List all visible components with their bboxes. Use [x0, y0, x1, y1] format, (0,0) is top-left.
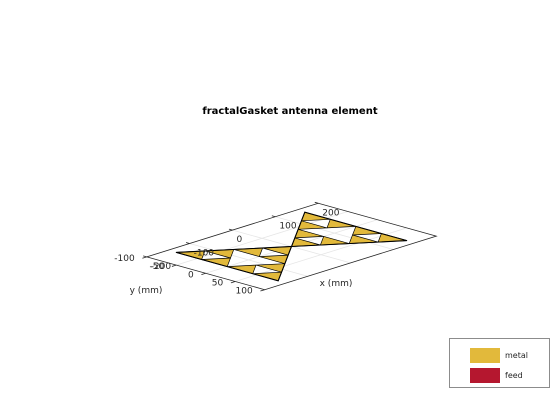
y-axis-label: y (mm) [130, 286, 163, 296]
x-ticks: -200 -100 0 100 200 [143, 201, 340, 272]
metal-triangle [255, 263, 286, 273]
legend: metal feed [449, 338, 550, 388]
x-tick-mark [271, 215, 276, 218]
y-tick-mark [142, 256, 147, 259]
gasket-patches [175, 211, 408, 282]
metal-triangle [226, 264, 257, 275]
axes-outline [145, 202, 438, 291]
metal-triangle [258, 254, 289, 265]
x-tick-mark [228, 228, 233, 231]
y-tick-mark [260, 289, 265, 292]
legend-swatch-feed [470, 367, 500, 383]
legend-swatch-metal [470, 347, 500, 363]
y-tick-mark [171, 264, 177, 267]
x-tick-mark [185, 242, 190, 244]
gasket-outline-right [290, 211, 408, 248]
y-tick-mark [201, 272, 206, 276]
metal-triangle [294, 228, 325, 239]
gasket-outline-left [175, 245, 293, 282]
x-tick-label: 100 [279, 222, 296, 232]
metal-triangle [326, 218, 357, 229]
y-tick-mark [230, 281, 236, 284]
x-tick-label: 0 [237, 235, 243, 245]
x-tick-label: 200 [322, 208, 339, 218]
legend-item-feed: feed [470, 367, 523, 383]
metal-triangle [252, 271, 282, 282]
x-tick-label: -200 [151, 262, 172, 272]
grid-line-y [235, 227, 407, 282]
legend-label-feed: feed [505, 370, 523, 380]
y-tick-label: 100 [236, 287, 253, 297]
y-tick-label: -50 [149, 262, 164, 272]
y-ticks: -100 -50 0 50 100 [114, 254, 265, 297]
x-tick-label: -100 [194, 249, 215, 259]
x-tick-mark [314, 201, 319, 204]
metal-triangle [297, 220, 328, 230]
grid-line-y [176, 211, 348, 266]
legend-label-metal: metal [505, 350, 528, 360]
metal-triangle [352, 226, 382, 236]
legend-item-metal: metal [470, 347, 528, 363]
y-tick-label: -100 [114, 254, 135, 264]
y-tick-label: 0 [188, 270, 194, 280]
chart-title: fractalGasket antenna element [202, 106, 378, 117]
x-axis-label: x (mm) [320, 279, 353, 289]
y-tick-label: 50 [212, 279, 224, 289]
metal-triangle [201, 257, 231, 267]
axes-box [145, 202, 438, 291]
